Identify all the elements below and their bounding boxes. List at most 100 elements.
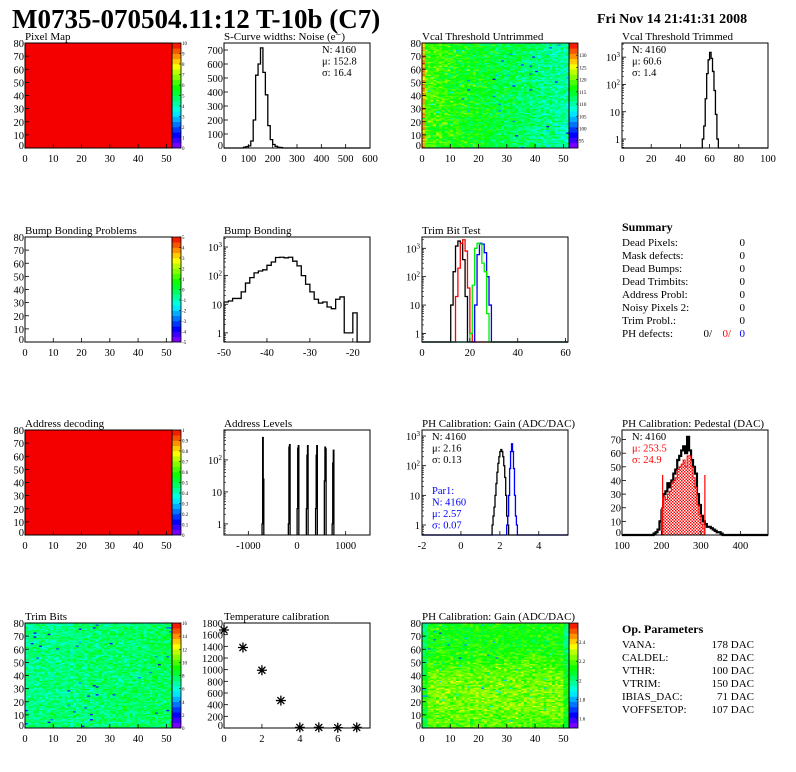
colorbar-segment bbox=[569, 137, 578, 144]
heatmap-cell bbox=[484, 86, 488, 88]
panel-vcal-threshold-untrimmed: Vcal Threshold Untrimmed9510010511011512… bbox=[411, 31, 588, 165]
heatmap-cell bbox=[523, 113, 527, 116]
heatmap-cell bbox=[495, 67, 499, 70]
colorbar-segment bbox=[569, 121, 578, 128]
heatmap-cell bbox=[467, 133, 471, 136]
heatmap-cell bbox=[422, 48, 426, 50]
heatmap-cell bbox=[472, 66, 477, 69]
heatmap-cell bbox=[506, 103, 510, 105]
heatmap-cell bbox=[537, 46, 542, 49]
heatmap-cell bbox=[543, 46, 547, 49]
heatmap-cell bbox=[441, 146, 445, 149]
heatmap-cell bbox=[540, 60, 544, 62]
heatmap-cell bbox=[535, 87, 539, 90]
x-tick-label: -30 bbox=[303, 348, 317, 359]
heatmap-cell bbox=[461, 102, 465, 104]
heatmap-cell bbox=[543, 140, 547, 142]
heatmap-cell bbox=[441, 119, 445, 121]
heatmap-cell bbox=[560, 66, 564, 69]
heatmap-cell bbox=[492, 119, 496, 121]
heatmap-cell bbox=[557, 117, 561, 120]
heatmap-cell bbox=[540, 69, 544, 71]
heatmap-cell bbox=[543, 90, 547, 92]
heatmap-cell bbox=[515, 95, 519, 98]
heatmap-cell bbox=[509, 62, 513, 65]
heatmap-cell bbox=[481, 132, 485, 134]
heatmap-cell bbox=[557, 141, 561, 144]
heatmap-cell bbox=[495, 117, 499, 120]
heatmap-cell bbox=[532, 43, 536, 45]
heatmap-cell bbox=[526, 96, 530, 99]
heatmap-cell bbox=[515, 88, 519, 91]
heatmap-cell bbox=[25, 700, 29, 703]
heatmap-cell bbox=[563, 116, 567, 119]
heatmap-cell bbox=[566, 91, 570, 94]
heatmap-cell bbox=[458, 95, 462, 98]
heatmap-cell bbox=[450, 53, 454, 56]
heatmap-cell bbox=[512, 140, 516, 142]
heatmap-cell bbox=[506, 102, 510, 104]
heatmap-cell bbox=[27, 641, 31, 643]
heatmap-cell bbox=[495, 82, 499, 84]
heatmap-cell bbox=[557, 92, 561, 95]
heatmap-cell bbox=[424, 102, 428, 104]
heatmap-cell bbox=[563, 66, 567, 69]
heatmap-cell bbox=[422, 144, 426, 146]
heatmap-cell bbox=[506, 71, 510, 74]
heatmap-cell bbox=[552, 136, 556, 138]
heatmap-cell bbox=[498, 75, 502, 78]
colorbar-tick-label: 1 bbox=[182, 429, 185, 434]
heatmap-cell bbox=[455, 138, 460, 141]
heatmap-cell bbox=[549, 108, 553, 111]
heatmap-cell bbox=[557, 86, 561, 88]
heatmap-cell bbox=[552, 58, 556, 61]
heatmap-cell bbox=[424, 83, 428, 86]
heatmap-cell bbox=[526, 64, 530, 66]
heatmap-cell bbox=[470, 46, 474, 49]
heatmap-cell bbox=[554, 88, 558, 91]
heatmap-cell bbox=[509, 65, 513, 67]
heatmap-cell bbox=[566, 78, 570, 81]
heatmap-cell bbox=[549, 75, 553, 78]
heatmap-cell bbox=[464, 50, 468, 53]
heatmap-cell bbox=[447, 96, 451, 99]
heatmap-cell bbox=[478, 70, 482, 73]
heatmap-cell bbox=[461, 50, 465, 53]
heatmap-cell bbox=[478, 45, 482, 48]
heatmap-cell bbox=[489, 124, 493, 126]
heatmap-cell bbox=[503, 99, 508, 102]
heatmap-cell bbox=[523, 73, 527, 75]
heatmap-cell bbox=[475, 95, 479, 98]
heatmap-cell bbox=[560, 85, 564, 87]
heatmap-cell bbox=[492, 111, 496, 113]
heatmap-cell bbox=[447, 95, 451, 98]
heatmap-cell bbox=[467, 54, 471, 57]
colorbar-tick-label: 3 bbox=[182, 257, 185, 262]
heatmap-cell bbox=[501, 128, 505, 130]
heatmap-cell bbox=[427, 85, 431, 87]
heatmap-cell bbox=[563, 75, 567, 78]
heatmap-cell bbox=[495, 98, 499, 100]
heatmap-cell bbox=[481, 133, 485, 136]
heatmap-cell bbox=[441, 134, 445, 137]
heatmap-cell bbox=[484, 119, 488, 121]
heatmap-cell bbox=[523, 144, 527, 146]
heatmap-cell bbox=[535, 56, 539, 58]
heatmap-cell bbox=[540, 66, 544, 69]
heatmap-cell bbox=[444, 108, 448, 111]
heatmap-cell bbox=[453, 129, 457, 132]
colorbar-segment bbox=[569, 85, 578, 91]
heatmap-cell bbox=[433, 58, 437, 61]
heatmap-cell bbox=[447, 123, 451, 125]
heatmap-cell bbox=[526, 61, 530, 63]
heatmap-cell bbox=[447, 113, 451, 116]
heatmap-cell bbox=[557, 124, 561, 126]
heatmap-cell bbox=[27, 644, 31, 646]
heatmap-cell bbox=[535, 100, 539, 103]
heatmap-cell bbox=[523, 137, 527, 140]
heatmap-cell bbox=[529, 98, 533, 100]
colorbar-tick-label: -4 bbox=[182, 331, 187, 336]
heatmap-cell bbox=[441, 57, 445, 60]
heatmap-cell bbox=[475, 98, 479, 100]
heatmap-cell bbox=[433, 137, 437, 140]
